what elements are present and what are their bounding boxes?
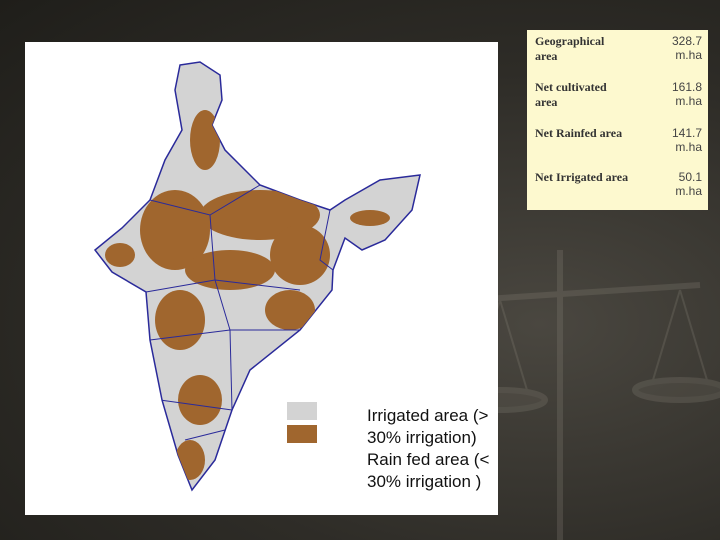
row-label: Geographical area xyxy=(535,34,605,63)
row-value-cell: 328.7 m.ha xyxy=(636,30,708,76)
row-value-cell: 50.1 m.ha xyxy=(636,166,708,210)
row-value-cell: 161.8 m.ha xyxy=(636,76,708,122)
row-value: 50.1 xyxy=(678,170,702,185)
row-value: 141.7 xyxy=(671,126,702,141)
row-unit: m.ha xyxy=(675,94,702,109)
row-value: 161.8 xyxy=(671,80,702,95)
table-row: Geographical area 328.7 m.ha xyxy=(527,30,708,76)
row-unit: m.ha xyxy=(675,184,702,199)
row-label: Net cultivated area xyxy=(535,80,607,110)
row-label: Net Rainfed area xyxy=(535,126,623,141)
area-table: Geographical area 328.7 m.ha Net cultivated… xyxy=(527,30,708,210)
row-label: Net Irrigated area xyxy=(535,170,629,185)
state-borders xyxy=(145,184,334,441)
row-value-cell: 141.7 m.ha xyxy=(636,122,708,166)
table-row: Net Rainfed area 141.7 m.ha xyxy=(527,122,708,166)
legend-item: Rain fed area (< 30% irrigation ) xyxy=(367,450,490,491)
table-row: Net Irrigated area 50.1 m.ha xyxy=(527,166,708,210)
row-value: 328.7 xyxy=(671,34,702,48)
row-unit: m.ha xyxy=(675,48,702,62)
row-unit: m.ha xyxy=(675,140,702,155)
legend-swatch-rainfed xyxy=(287,402,317,420)
legend-swatch-irrigated xyxy=(287,425,317,443)
legend: Irrigated area (> 30% irrigation) Rain f… xyxy=(367,405,502,493)
table-row: Net cultivated area 161.8 m.ha xyxy=(527,76,708,122)
legend-item: Irrigated area (> 30% irrigation) xyxy=(367,406,489,447)
